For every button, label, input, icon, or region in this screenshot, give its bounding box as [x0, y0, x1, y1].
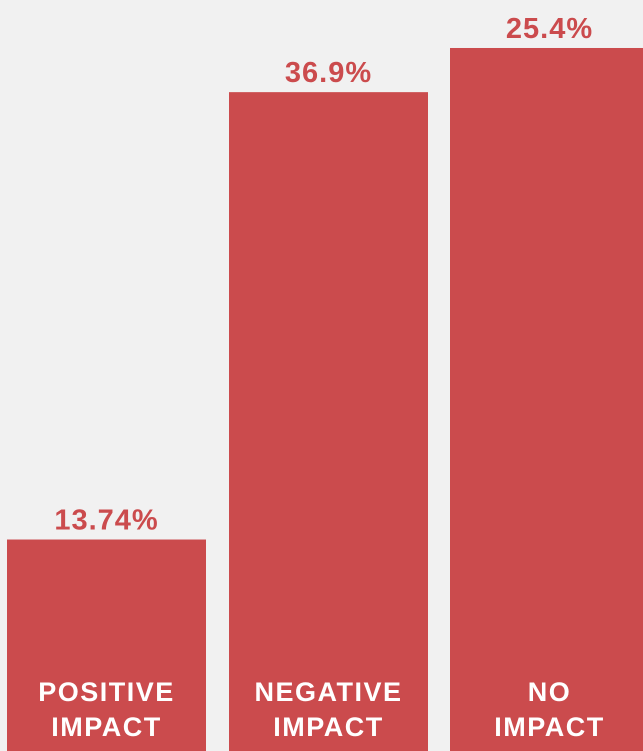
- bar-2: [229, 92, 428, 751]
- value-label-1: 13.74%: [54, 505, 158, 537]
- category-label-1-line-2: IMPACT: [51, 712, 162, 742]
- category-label-3-line-2: IMPACT: [494, 712, 605, 742]
- category-label-2-line-2: IMPACT: [273, 712, 384, 742]
- value-label-3: 25.4%: [506, 13, 593, 45]
- bars-layer: 13.74% POSITIVE IMPACT 36.9% NEGATIVE IMPACT 2…: [7, 13, 643, 751]
- value-label-2: 36.9%: [285, 57, 372, 89]
- category-label-2-line-1: NEGATIVE: [254, 677, 402, 707]
- bar-3: [450, 47, 643, 751]
- bar-1: [7, 539, 206, 751]
- category-label-1-line-1: POSITIVE: [38, 677, 175, 707]
- category-label-3-line-1: NO: [528, 677, 572, 707]
